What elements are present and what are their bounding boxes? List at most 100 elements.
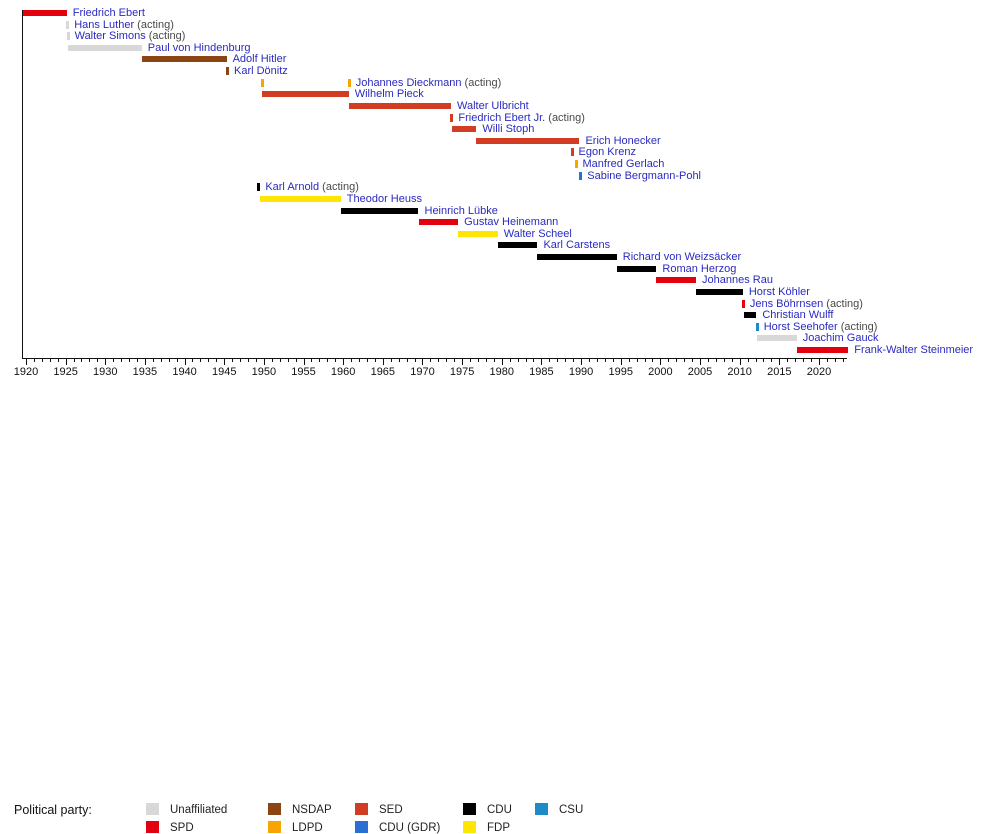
x-axis-minor-tick: [319, 357, 321, 362]
person-label[interactable]: Heinrich Lübke: [425, 205, 498, 217]
person-name[interactable]: Adolf Hitler: [232, 53, 287, 66]
person-label[interactable]: Wilhelm Pieck: [355, 88, 424, 100]
person-label[interactable]: Egon Krenz: [579, 146, 636, 158]
person-name[interactable]: Frank-Walter Steinmeier: [854, 343, 974, 356]
person-label[interactable]: Joachim Gauck: [803, 332, 879, 344]
x-axis-major-tick: [660, 357, 662, 365]
x-axis-minor-tick: [168, 357, 170, 362]
person-label[interactable]: Frank-Walter Steinmeier: [854, 344, 973, 356]
person-label[interactable]: Karl Arnold (acting): [265, 181, 359, 193]
person-name[interactable]: Hans Luther: [74, 18, 135, 31]
person-name[interactable]: Heinrich Lübke: [424, 204, 498, 217]
x-axis-tick-label: 2020: [806, 366, 832, 378]
x-axis-tick-label: 2000: [648, 366, 673, 378]
person-label[interactable]: Jens Böhrnsen (acting): [750, 298, 863, 310]
x-axis-tick-label: 1960: [330, 366, 356, 378]
heads-of-state-timeline: Friedrich Ebert Hans Luther (acting) Walte…: [0, 0, 1000, 390]
person-label[interactable]: Willi Stoph: [482, 123, 534, 135]
person-label[interactable]: Paul von Hindenburg: [148, 42, 251, 54]
person-name[interactable]: Gustav Heinemann: [464, 216, 559, 229]
person-name[interactable]: Jens Böhrnsen: [749, 297, 824, 310]
x-axis-minor-tick: [200, 357, 202, 362]
person-name[interactable]: Karl Arnold: [265, 181, 320, 194]
person-name[interactable]: Horst Köhler: [748, 285, 810, 298]
person-name[interactable]: Walter Scheel: [503, 227, 572, 240]
person-label[interactable]: Horst Köhler: [749, 286, 810, 298]
person-label[interactable]: Horst Seehofer (acting): [764, 321, 878, 333]
x-axis-minor-tick: [216, 357, 218, 362]
person-name[interactable]: Paul von Hindenburg: [147, 41, 251, 54]
legend-label-sed: SED: [379, 803, 403, 816]
x-axis-minor-tick: [612, 357, 614, 362]
x-axis-minor-tick: [430, 357, 432, 362]
x-axis-minor-tick: [271, 357, 273, 362]
legend-label-fdp: FDP: [487, 821, 510, 834]
person-name[interactable]: Johannes Rau: [702, 274, 773, 287]
person-name[interactable]: Horst Seehofer: [763, 320, 838, 333]
person-name[interactable]: Theodor Heuss: [346, 192, 422, 205]
person-name[interactable]: Richard von Weizsäcker: [622, 251, 742, 264]
person-label[interactable]: Hans Luther (acting): [74, 19, 174, 31]
acting-suffix: (acting): [837, 320, 878, 333]
person-name[interactable]: Karl Dönitz: [233, 65, 288, 78]
legend-label-cdu_gdr: CDU (GDR): [379, 821, 441, 834]
legend-swatch-spd: [146, 821, 159, 833]
term-tick: [261, 78, 265, 87]
person-label[interactable]: Johannes Rau: [702, 274, 773, 286]
x-axis-minor-tick: [240, 357, 242, 362]
person-label[interactable]: Karl Dönitz: [234, 65, 288, 77]
term-bar: [68, 44, 142, 51]
x-axis-minor-tick: [359, 357, 361, 362]
person-name[interactable]: Erich Honecker: [585, 134, 661, 147]
x-axis-tick-label: 1945: [211, 366, 237, 378]
person-name[interactable]: Roman Herzog: [662, 262, 737, 275]
person-label[interactable]: Theodor Heuss: [347, 193, 422, 205]
legend-swatch-cdu_gdr: [355, 821, 368, 833]
person-name[interactable]: Sabine Bergmann-Pohl: [587, 169, 702, 182]
legend-swatch-fdp: [463, 821, 476, 833]
term-tick: [570, 148, 574, 157]
person-label[interactable]: Johannes Dieckmann (acting): [356, 77, 502, 89]
term-bar: [452, 126, 477, 133]
person-label[interactable]: Manfred Gerlach: [583, 158, 665, 170]
person-label[interactable]: Gustav Heinemann: [464, 216, 558, 228]
person-label[interactable]: Sabine Bergmann-Pohl: [587, 170, 701, 182]
term-tick: [450, 113, 454, 122]
person-label[interactable]: Friedrich Ebert: [73, 7, 145, 19]
person-label[interactable]: Erich Honecker: [585, 135, 660, 147]
person-label[interactable]: Walter Ulbricht: [457, 100, 529, 112]
person-name[interactable]: Willi Stoph: [482, 123, 535, 136]
person-name[interactable]: Egon Krenz: [578, 146, 637, 159]
legend-swatch-unaffiliated: [146, 803, 159, 815]
x-axis-minor-tick: [49, 357, 51, 362]
x-axis-minor-tick: [628, 357, 630, 362]
x-axis-major-tick: [343, 357, 345, 365]
x-axis-tick-label: 1940: [172, 366, 197, 378]
person-name[interactable]: Karl Carstens: [543, 239, 611, 252]
person-label[interactable]: Friedrich Ebert Jr. (acting): [458, 112, 585, 124]
x-axis-minor-tick: [525, 357, 527, 362]
person-name[interactable]: Friedrich Ebert: [72, 7, 145, 19]
person-name[interactable]: Joachim Gauck: [802, 332, 879, 345]
x-axis-minor-tick: [295, 357, 297, 362]
person-label[interactable]: Roman Herzog: [662, 263, 736, 275]
person-name[interactable]: Johannes Dieckmann: [355, 76, 462, 89]
person-label[interactable]: Karl Carstens: [543, 239, 610, 251]
person-name[interactable]: Friedrich Ebert Jr.: [458, 111, 546, 124]
term-bar: [796, 346, 849, 353]
term-bar: [757, 335, 797, 342]
person-name[interactable]: Walter Ulbricht: [457, 99, 529, 112]
person-name[interactable]: Manfred Gerlach: [582, 158, 665, 171]
term-tick: [225, 67, 229, 76]
x-axis-minor-tick: [33, 357, 35, 362]
person-name[interactable]: Wilhelm Pieck: [354, 88, 424, 101]
person-name[interactable]: Walter Simons: [74, 30, 146, 43]
person-label[interactable]: Richard von Weizsäcker: [623, 251, 741, 263]
person-label[interactable]: Christian Wulff: [762, 309, 833, 321]
person-label[interactable]: Walter Scheel: [504, 228, 572, 240]
person-label[interactable]: Walter Simons (acting): [75, 30, 186, 42]
person-label[interactable]: Adolf Hitler: [233, 53, 287, 65]
x-axis-minor-tick: [279, 357, 281, 362]
person-name[interactable]: Christian Wulff: [762, 309, 834, 322]
